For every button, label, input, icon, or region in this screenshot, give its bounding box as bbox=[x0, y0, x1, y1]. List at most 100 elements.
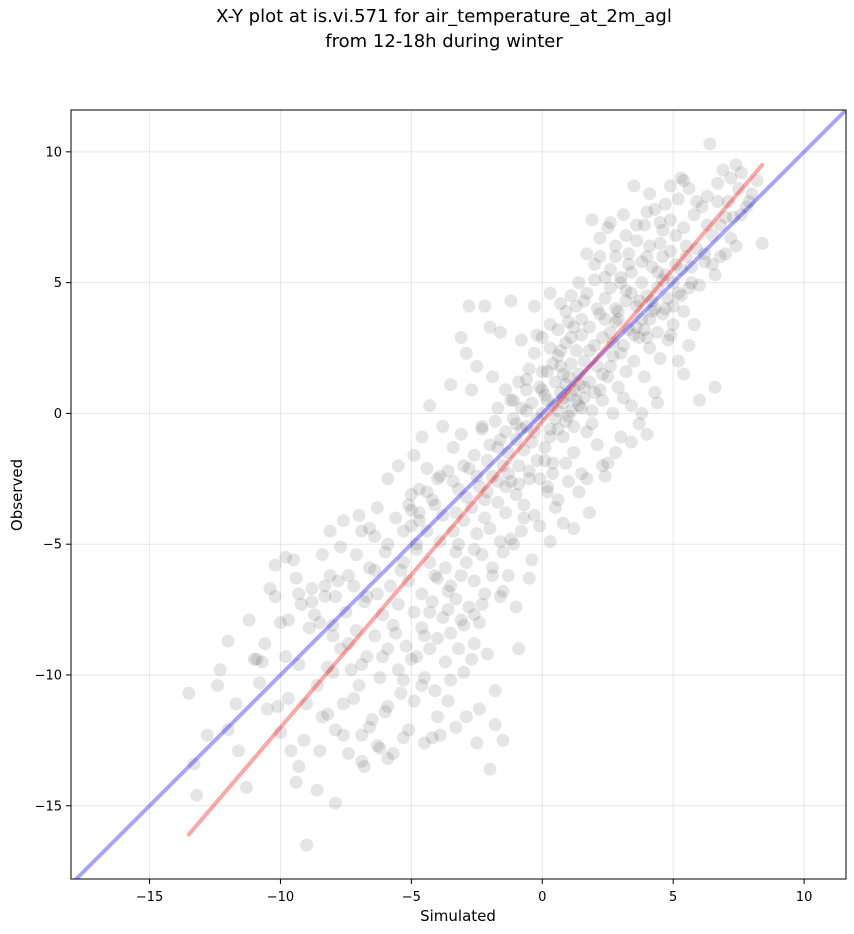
data-point bbox=[355, 658, 369, 672]
data-point bbox=[452, 642, 465, 656]
data-point bbox=[491, 401, 505, 415]
data-point bbox=[425, 493, 439, 507]
data-point bbox=[554, 344, 568, 358]
data-point bbox=[433, 728, 447, 742]
data-point bbox=[645, 260, 659, 274]
data-point bbox=[577, 354, 591, 368]
data-point bbox=[459, 346, 473, 360]
data-point bbox=[596, 459, 610, 473]
data-point bbox=[535, 331, 549, 345]
data-point bbox=[669, 229, 683, 243]
data-point bbox=[334, 540, 348, 554]
data-point bbox=[543, 317, 557, 331]
data-point bbox=[603, 359, 617, 373]
data-point bbox=[352, 508, 366, 522]
data-point bbox=[564, 357, 578, 371]
data-point bbox=[567, 383, 581, 397]
data-point bbox=[454, 427, 468, 441]
data-point bbox=[755, 236, 769, 250]
data-point bbox=[247, 652, 261, 666]
data-point bbox=[376, 608, 390, 622]
data-point bbox=[420, 485, 434, 499]
data-point bbox=[556, 367, 570, 381]
y-axis-ticks: −15 −10 −5 0 5 10 bbox=[35, 145, 71, 814]
data-point bbox=[336, 728, 350, 742]
data-point bbox=[368, 629, 382, 643]
data-point bbox=[493, 590, 507, 604]
data-point bbox=[394, 686, 408, 700]
data-point bbox=[522, 571, 536, 585]
data-point bbox=[360, 590, 374, 604]
data-point bbox=[643, 239, 657, 253]
data-point bbox=[719, 210, 733, 224]
data-point bbox=[465, 501, 479, 515]
data-point bbox=[601, 370, 615, 384]
data-point bbox=[627, 328, 641, 342]
scatter-points bbox=[182, 137, 769, 852]
data-point bbox=[428, 569, 442, 583]
data-point bbox=[344, 663, 358, 677]
data-point bbox=[279, 650, 293, 664]
data-point bbox=[708, 380, 722, 394]
data-point bbox=[656, 223, 670, 237]
data-point bbox=[323, 569, 337, 583]
data-point bbox=[444, 378, 458, 392]
data-point bbox=[721, 195, 735, 209]
data-point bbox=[567, 522, 581, 536]
data-point bbox=[598, 469, 612, 483]
data-point bbox=[517, 498, 531, 512]
data-point bbox=[362, 561, 376, 575]
data-point bbox=[488, 718, 502, 732]
data-point bbox=[543, 535, 557, 549]
data-point bbox=[541, 485, 555, 499]
data-point bbox=[627, 179, 641, 193]
data-point bbox=[284, 744, 298, 758]
data-point bbox=[271, 699, 285, 713]
data-point bbox=[582, 320, 596, 334]
data-point bbox=[538, 440, 552, 454]
data-point bbox=[509, 433, 523, 447]
data-point bbox=[593, 249, 607, 263]
data-point bbox=[483, 438, 497, 452]
data-point bbox=[292, 760, 306, 774]
data-point bbox=[506, 412, 520, 426]
data-point bbox=[658, 268, 672, 282]
data-point bbox=[472, 616, 486, 630]
data-point bbox=[611, 304, 625, 318]
data-point bbox=[347, 579, 361, 593]
data-point bbox=[593, 383, 607, 397]
data-point bbox=[428, 684, 442, 698]
data-point bbox=[310, 678, 324, 692]
data-point bbox=[614, 430, 628, 444]
data-point bbox=[190, 788, 204, 802]
data-point bbox=[616, 208, 630, 222]
data-point bbox=[499, 506, 513, 520]
data-point bbox=[483, 522, 497, 536]
data-point bbox=[603, 281, 617, 295]
data-point bbox=[643, 341, 657, 355]
data-point bbox=[323, 524, 337, 538]
data-point bbox=[650, 396, 664, 410]
data-point bbox=[585, 404, 599, 418]
data-point bbox=[679, 249, 693, 263]
data-point bbox=[182, 686, 196, 700]
data-point bbox=[559, 378, 573, 392]
data-point bbox=[509, 600, 523, 614]
data-point bbox=[695, 200, 709, 214]
data-point bbox=[449, 545, 463, 559]
chart-title-line-2: from 12-18h during winter bbox=[325, 31, 563, 52]
data-point bbox=[603, 263, 617, 277]
data-point bbox=[250, 652, 264, 666]
x-tick-label: 5 bbox=[669, 890, 677, 905]
data-point bbox=[493, 325, 507, 339]
data-point bbox=[446, 524, 460, 538]
data-point bbox=[441, 584, 455, 598]
data-point bbox=[229, 697, 243, 711]
data-point bbox=[328, 590, 342, 604]
data-point bbox=[480, 453, 494, 467]
data-point bbox=[514, 401, 528, 415]
data-point bbox=[606, 336, 620, 350]
data-point bbox=[624, 435, 638, 449]
data-point bbox=[326, 618, 340, 632]
data-point bbox=[423, 642, 437, 656]
